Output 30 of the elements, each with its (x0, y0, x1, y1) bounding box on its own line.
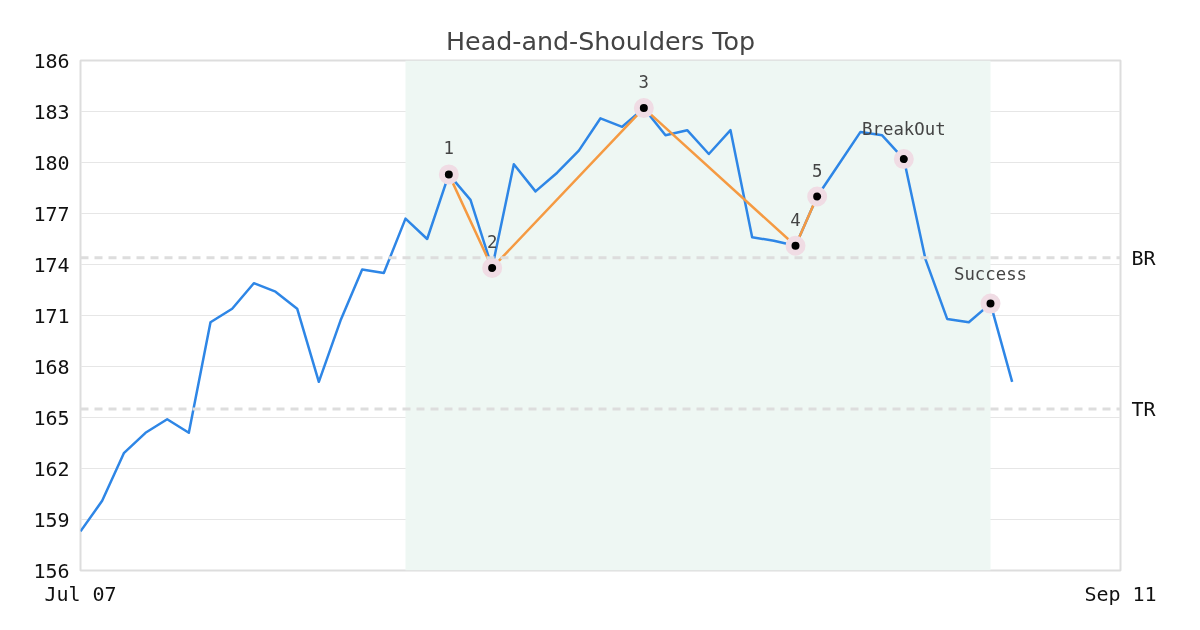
point (893, 149, 914, 170)
ref-line-label: BR (1131, 245, 1157, 270)
annotation: BreakOut (862, 119, 946, 140)
y-tick-label: 165 (33, 405, 70, 430)
x-tick-label: Jul 07 (44, 581, 117, 606)
y-tick-label: 156 (33, 558, 70, 583)
y-tick-label: 186 (33, 48, 70, 73)
y-tick-label: 159 (33, 507, 70, 532)
point (980, 293, 1001, 314)
x-tick-label: Sep 11 (1084, 581, 1157, 606)
point (807, 186, 828, 207)
y-tick-label: 168 (33, 354, 70, 379)
y-tick-label: 171 (33, 303, 70, 328)
annotation: 2 (486, 231, 498, 252)
y-tick-label: 162 (33, 456, 70, 481)
point (438, 164, 459, 185)
point (785, 235, 806, 256)
annotation: 5 (811, 160, 823, 181)
y-tick-label: 174 (33, 252, 70, 277)
annotation: 4 (790, 209, 801, 230)
point (482, 257, 503, 278)
annotation: Success (953, 263, 1028, 284)
annotation: 3 (638, 72, 650, 93)
ref-line-label: TR (1131, 397, 1157, 421)
chart-title: Head-and-Shoulders Top (446, 25, 755, 56)
y-tick-label: 177 (33, 201, 70, 226)
y-tick-label: 180 (33, 150, 70, 175)
point (633, 98, 654, 119)
y-tick-label: 183 (33, 99, 70, 124)
annotation: 1 (443, 138, 455, 159)
